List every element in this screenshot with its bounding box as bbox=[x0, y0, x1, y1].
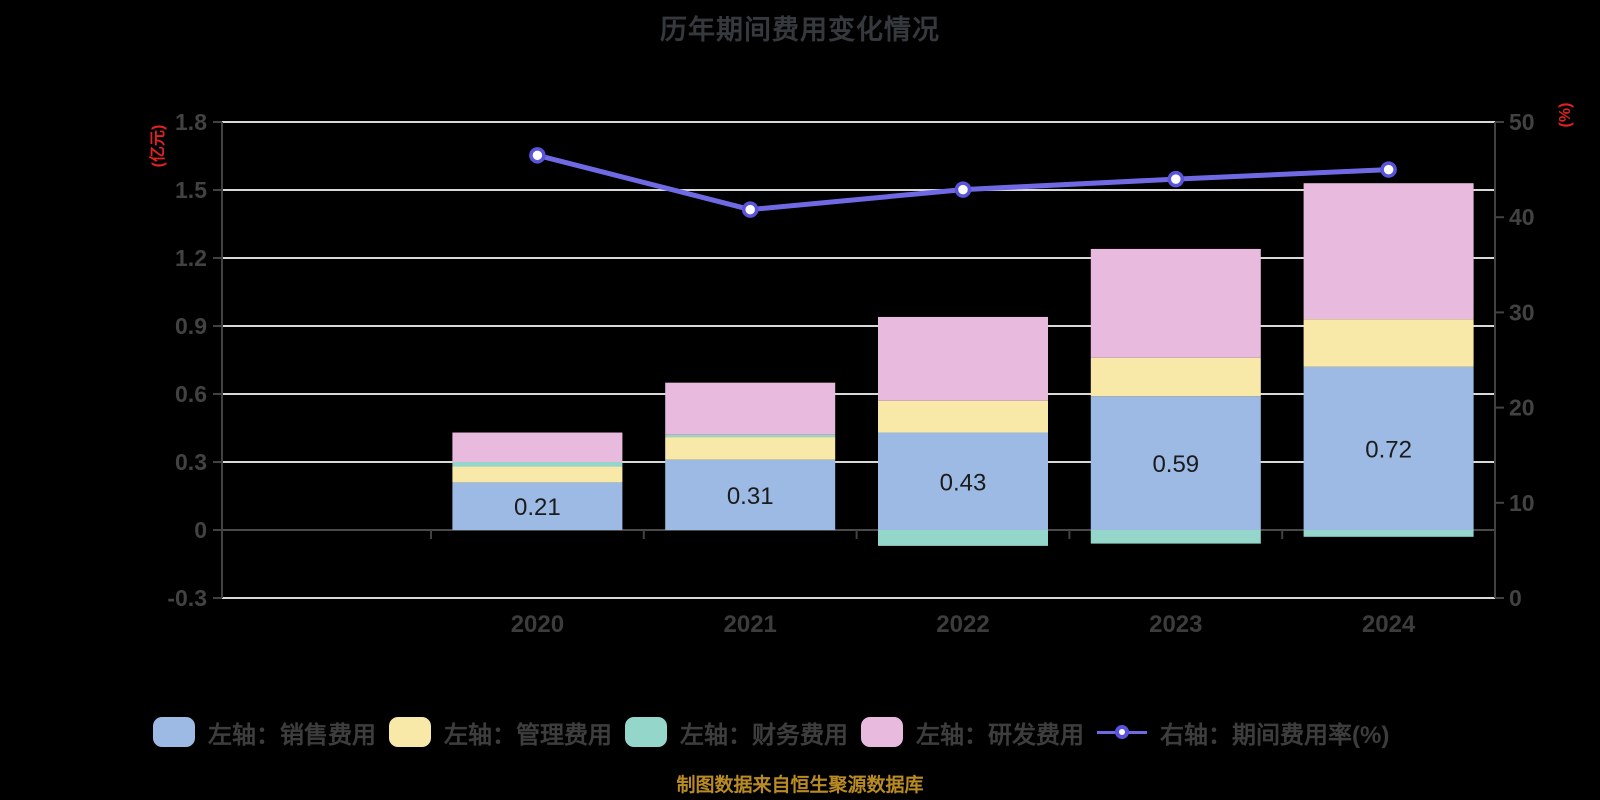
right-axis-tick-label: 0 bbox=[1509, 585, 1522, 611]
legend-item-finance[interactable]: 左轴：财务费用 bbox=[625, 715, 848, 750]
left-axis-tick-label: 1.2 bbox=[175, 245, 207, 271]
left-axis-tick-label: 1.8 bbox=[175, 109, 207, 135]
bar-segment-finance[interactable] bbox=[1303, 530, 1474, 537]
legend-label: 左轴：管理费用 bbox=[444, 721, 612, 749]
bar-segment-rd[interactable] bbox=[665, 382, 836, 435]
data-source-note: 制图数据来自恒生聚源数据库 bbox=[676, 775, 924, 796]
bar-segment-admin[interactable] bbox=[452, 466, 623, 483]
admin-swatch-icon bbox=[389, 717, 431, 747]
left-axis-tick-label: 1.5 bbox=[175, 177, 207, 203]
bar-segment-sales[interactable] bbox=[1090, 396, 1261, 530]
bar-segment-sales[interactable] bbox=[878, 432, 1048, 530]
x-category-label: 2023 bbox=[1149, 611, 1202, 638]
chart-title: 历年期间费用变化情况 bbox=[660, 15, 940, 45]
line-marker-icon bbox=[1097, 717, 1147, 747]
expense-ratio-point[interactable] bbox=[1167, 170, 1185, 188]
bar-segment-sales[interactable] bbox=[452, 482, 623, 530]
x-category-label: 2024 bbox=[1362, 611, 1416, 638]
x-category-label: 2021 bbox=[724, 611, 777, 638]
bar-segment-finance[interactable] bbox=[665, 434, 836, 438]
finance-swatch-icon bbox=[625, 717, 667, 747]
right-axis-tick-label: 40 bbox=[1509, 204, 1535, 230]
right-axis-tick-label: 50 bbox=[1509, 109, 1535, 135]
bar-segment-admin[interactable] bbox=[1303, 319, 1474, 367]
right-axis-tick-label: 30 bbox=[1509, 299, 1535, 325]
sales-swatch-icon bbox=[153, 717, 195, 747]
bar-segment-rd[interactable] bbox=[452, 432, 623, 462]
x-category-label: 2020 bbox=[511, 611, 564, 638]
legend-item-admin[interactable]: 左轴：管理费用 bbox=[389, 715, 612, 750]
legend-label: 左轴：财务费用 bbox=[680, 721, 848, 749]
bar-value-label: 0.21 bbox=[514, 494, 561, 521]
bar-segment-sales[interactable] bbox=[665, 459, 836, 530]
bar-value-label: 0.72 bbox=[1365, 436, 1412, 463]
bar-value-label: 0.43 bbox=[940, 469, 987, 496]
legend-item-rd[interactable]: 左轴：研发费用 bbox=[861, 715, 1084, 750]
bar-segment-rd[interactable] bbox=[878, 316, 1048, 401]
left-axis-tick-label: 0 bbox=[194, 517, 207, 543]
expense-ratio-point[interactable] bbox=[1380, 161, 1397, 178]
right-axis-tick-label: 10 bbox=[1509, 490, 1535, 516]
legend-label: 右轴：期间费用率(%) bbox=[1160, 721, 1390, 749]
legend-label: 左轴：研发费用 bbox=[916, 721, 1084, 749]
left-axis-tick-label: -0.3 bbox=[167, 585, 207, 611]
legend-label: 左轴：销售费用 bbox=[208, 721, 376, 749]
legend-item-sales[interactable]: 左轴：销售费用 bbox=[153, 715, 376, 750]
bar-value-label: 0.31 bbox=[727, 483, 774, 510]
left-axis-tick-label: 0.6 bbox=[175, 381, 207, 407]
bar-segment-sales[interactable] bbox=[1303, 366, 1474, 530]
right-axis-tick-label: 20 bbox=[1509, 395, 1535, 421]
rd-swatch-icon bbox=[861, 717, 903, 747]
expense-ratio-point[interactable] bbox=[954, 181, 972, 198]
expense-ratio-point[interactable] bbox=[529, 147, 546, 164]
bar-segment-admin[interactable] bbox=[1090, 357, 1261, 397]
left-axis-tick-label: 0.9 bbox=[175, 313, 207, 339]
bar-segment-finance[interactable] bbox=[1090, 530, 1261, 544]
bar-segment-rd[interactable] bbox=[1303, 183, 1474, 320]
legend-item-expense-ratio[interactable]: 右轴：期间费用率(%) bbox=[1097, 715, 1389, 750]
bar-segment-admin[interactable] bbox=[665, 437, 836, 460]
bar-segment-admin[interactable] bbox=[878, 400, 1048, 433]
bar-segment-finance[interactable] bbox=[452, 462, 623, 467]
x-category-label: 2022 bbox=[936, 611, 989, 638]
expense-ratio-point[interactable] bbox=[741, 201, 759, 218]
left-axis-tick-label: 0.3 bbox=[175, 449, 207, 475]
chart-legend: 左轴：销售费用 左轴：管理费用 左轴：财务费用 左轴：研发费用 右轴：期间费用率… bbox=[153, 714, 1389, 750]
bar-value-label: 0.59 bbox=[1152, 451, 1199, 478]
bar-segment-finance[interactable] bbox=[878, 530, 1048, 546]
bar-segment-rd[interactable] bbox=[1090, 248, 1261, 358]
